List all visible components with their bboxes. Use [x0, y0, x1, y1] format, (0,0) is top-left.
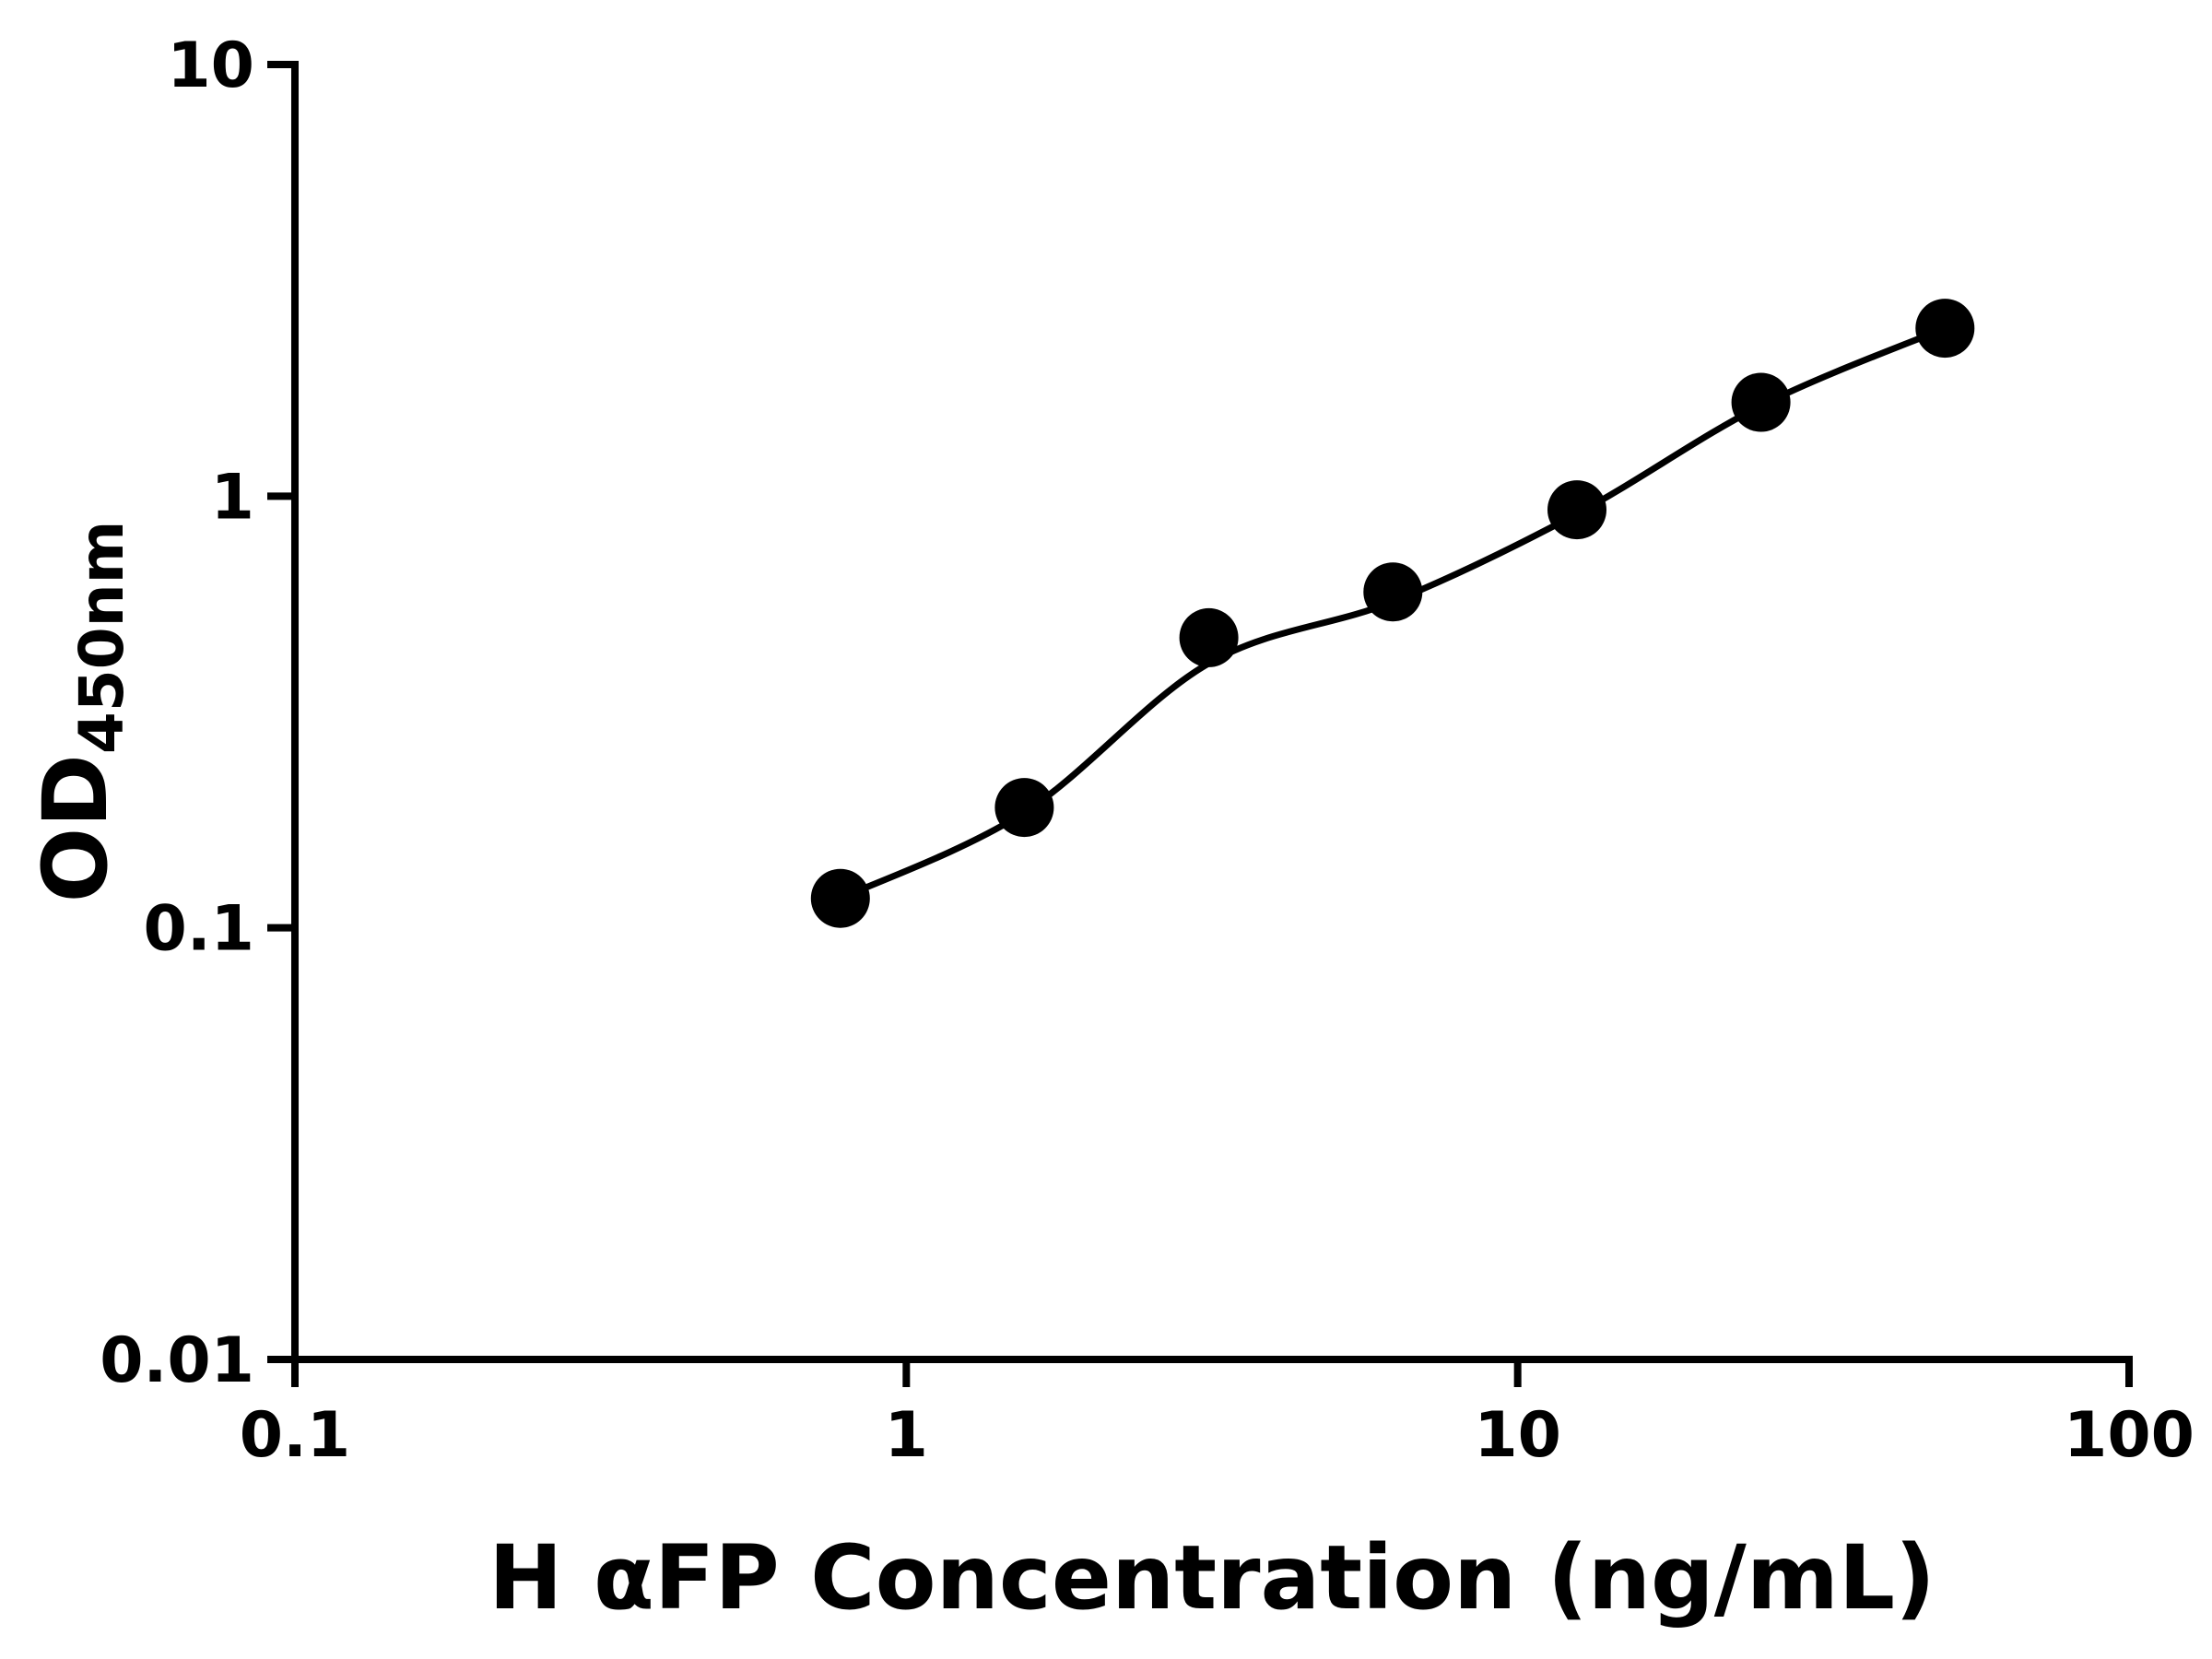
axes — [291, 61, 2133, 1363]
y-tick-label: 10 — [167, 29, 254, 102]
y-tick-label: 0.01 — [100, 1324, 254, 1397]
data-point — [1547, 480, 1606, 540]
y-tick-label: 0.1 — [144, 893, 254, 966]
y-axis-title: OD450nm — [24, 521, 137, 903]
tick-marks — [267, 61, 2133, 1387]
y-tick-label: 1 — [211, 461, 254, 534]
x-tick-label: 100 — [2064, 1399, 2194, 1472]
y-axis-title-main: OD — [24, 754, 127, 902]
y-axis-title-subscript: 450nm — [66, 521, 137, 755]
data-point — [1363, 562, 1423, 622]
axis-titles: H αFP Concentration (ng/mL) OD450nm — [24, 521, 1936, 1630]
x-axis-title: H αFP Concentration (ng/mL) — [488, 1526, 1936, 1630]
x-tick-label: 0.1 — [240, 1399, 350, 1472]
data-point — [1179, 607, 1239, 667]
data-points — [810, 299, 1975, 928]
x-tick-label: 10 — [1474, 1399, 1561, 1472]
axis-spine — [291, 61, 2133, 1363]
data-point — [1731, 372, 1791, 432]
data-point — [994, 778, 1054, 838]
data-point — [1915, 299, 1975, 359]
x-tick-label: 1 — [885, 1399, 928, 1472]
data-point — [810, 868, 870, 928]
